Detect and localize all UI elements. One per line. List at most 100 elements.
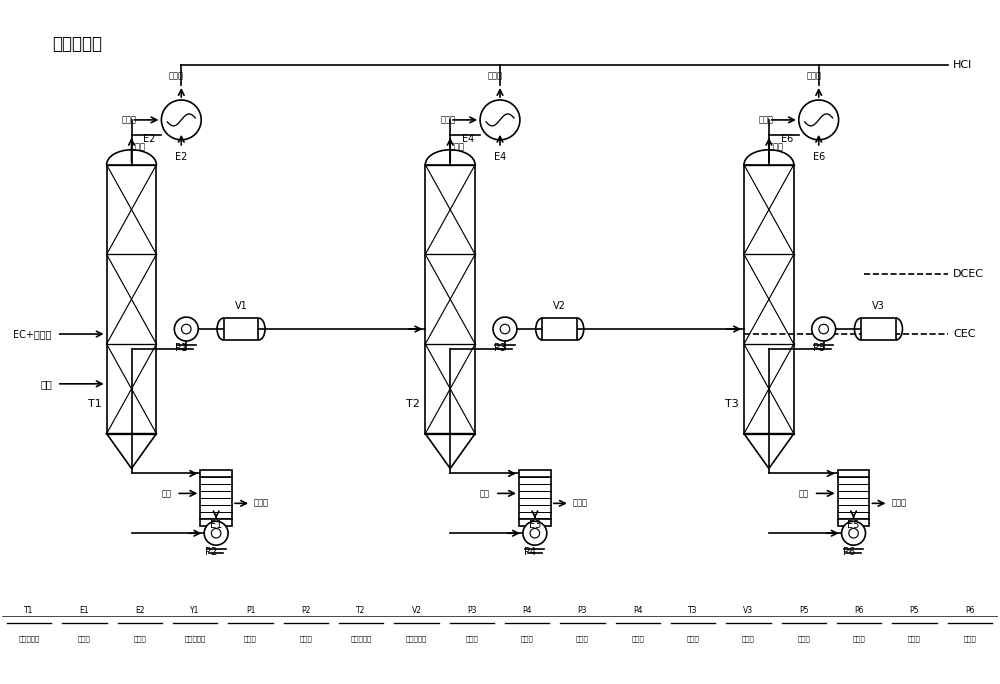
Text: DCEC: DCEC — [953, 269, 984, 279]
Text: V1: V1 — [235, 301, 247, 311]
Bar — [224, 318, 258, 340]
Circle shape — [812, 317, 836, 341]
Text: 冷凝水: 冷凝水 — [254, 499, 269, 508]
Text: CEC: CEC — [953, 329, 976, 339]
Bar — [542, 318, 577, 340]
Circle shape — [181, 324, 191, 334]
Bar — [744, 165, 794, 434]
Text: P3: P3 — [578, 606, 587, 615]
Text: 蒸汽: 蒸汽 — [799, 489, 809, 498]
Text: 回流泵: 回流泵 — [465, 636, 478, 642]
Text: P3: P3 — [494, 343, 506, 353]
Text: HCl: HCl — [953, 60, 972, 70]
Text: 冷却水: 冷却水 — [768, 143, 783, 152]
Text: 冷凝器: 冷凝器 — [133, 636, 146, 642]
Text: P5: P5 — [813, 343, 825, 353]
Text: 冷却水: 冷却水 — [450, 143, 465, 152]
Text: V3: V3 — [872, 301, 885, 311]
Text: 出料泵: 出料泵 — [521, 636, 533, 642]
Bar — [519, 477, 551, 519]
Text: P4: P4 — [524, 547, 536, 557]
Text: T2: T2 — [356, 606, 366, 615]
Text: P5: P5 — [910, 606, 919, 615]
Text: 回流罐: 回流罐 — [742, 636, 755, 642]
Bar — [861, 318, 896, 340]
Bar — [425, 165, 475, 434]
Text: 气液分离罐: 气液分离罐 — [185, 636, 206, 642]
Text: 出料泵: 出料泵 — [853, 636, 865, 642]
Text: 冷凝水: 冷凝水 — [573, 499, 588, 508]
Text: E6: E6 — [813, 152, 825, 162]
Text: 冷却水: 冷却水 — [806, 71, 821, 80]
Circle shape — [523, 521, 547, 545]
Text: 冷却水: 冷却水 — [131, 143, 146, 152]
Text: 再沸器: 再沸器 — [78, 636, 91, 642]
Text: E2: E2 — [135, 606, 145, 615]
Text: E4: E4 — [462, 134, 474, 144]
Text: 二级反应塔: 二级反应塔 — [350, 636, 372, 642]
Text: V2: V2 — [411, 606, 421, 615]
Text: 冷却水: 冷却水 — [121, 115, 136, 124]
Circle shape — [493, 317, 517, 341]
Circle shape — [842, 521, 866, 545]
Circle shape — [799, 100, 839, 140]
Text: V2: V2 — [553, 301, 566, 311]
Bar — [200, 471, 232, 477]
Circle shape — [530, 529, 540, 538]
Text: 回流泵: 回流泵 — [797, 636, 810, 642]
Text: P2: P2 — [301, 606, 310, 615]
Bar — [519, 519, 551, 526]
Text: E3: E3 — [529, 521, 541, 530]
Text: P5: P5 — [799, 606, 809, 615]
Text: P4: P4 — [633, 606, 643, 615]
Circle shape — [174, 317, 198, 341]
Bar — [200, 477, 232, 519]
Text: V3: V3 — [743, 606, 753, 615]
Bar — [838, 519, 869, 526]
Circle shape — [819, 324, 828, 334]
Circle shape — [211, 529, 221, 538]
Text: E6: E6 — [781, 134, 793, 144]
Text: P4: P4 — [522, 606, 532, 615]
Text: E5: E5 — [847, 521, 860, 530]
Text: E2: E2 — [143, 134, 156, 144]
Text: P6: P6 — [965, 606, 975, 615]
Text: E1: E1 — [80, 606, 89, 615]
Circle shape — [480, 100, 520, 140]
Text: EC+催化剂: EC+催化剂 — [13, 329, 52, 339]
Text: E2: E2 — [175, 152, 187, 162]
Text: T3: T3 — [725, 399, 739, 409]
Text: Y1: Y1 — [190, 606, 200, 615]
Bar — [519, 471, 551, 477]
Text: 蒸汽: 蒸汽 — [161, 489, 171, 498]
Text: P6: P6 — [854, 606, 864, 615]
Text: 冷却水: 冷却水 — [169, 71, 184, 80]
Circle shape — [204, 521, 228, 545]
Bar — [200, 519, 232, 526]
Text: 气液分离罐: 气液分离罐 — [406, 636, 427, 642]
Text: 出料泵: 出料泵 — [963, 636, 976, 642]
Text: P1: P1 — [175, 343, 187, 353]
Bar — [838, 471, 869, 477]
Text: T1: T1 — [24, 606, 34, 615]
Text: P2: P2 — [205, 547, 217, 557]
Text: T1: T1 — [88, 399, 102, 409]
Text: T2: T2 — [406, 399, 420, 409]
Text: 回流泵: 回流泵 — [244, 636, 257, 642]
Text: 冷却水: 冷却水 — [488, 71, 503, 80]
Text: 回流泵: 回流泵 — [576, 636, 589, 642]
Text: 精馏塔: 精馏塔 — [687, 636, 699, 642]
Text: 氯气: 氯气 — [40, 379, 52, 389]
Text: 出料泵: 出料泵 — [631, 636, 644, 642]
Text: 回流泵: 回流泵 — [908, 636, 921, 642]
Circle shape — [500, 324, 510, 334]
Text: 冷凝水: 冷凝水 — [891, 499, 906, 508]
Text: 蒸汽: 蒸汽 — [480, 489, 490, 498]
Text: 流程示意图: 流程示意图 — [52, 36, 102, 53]
Text: 一级反应塔: 一级反应塔 — [19, 636, 40, 642]
Text: E4: E4 — [494, 152, 506, 162]
Bar — [107, 165, 156, 434]
Circle shape — [849, 529, 858, 538]
Bar — [838, 477, 869, 519]
Text: P6: P6 — [843, 547, 855, 557]
